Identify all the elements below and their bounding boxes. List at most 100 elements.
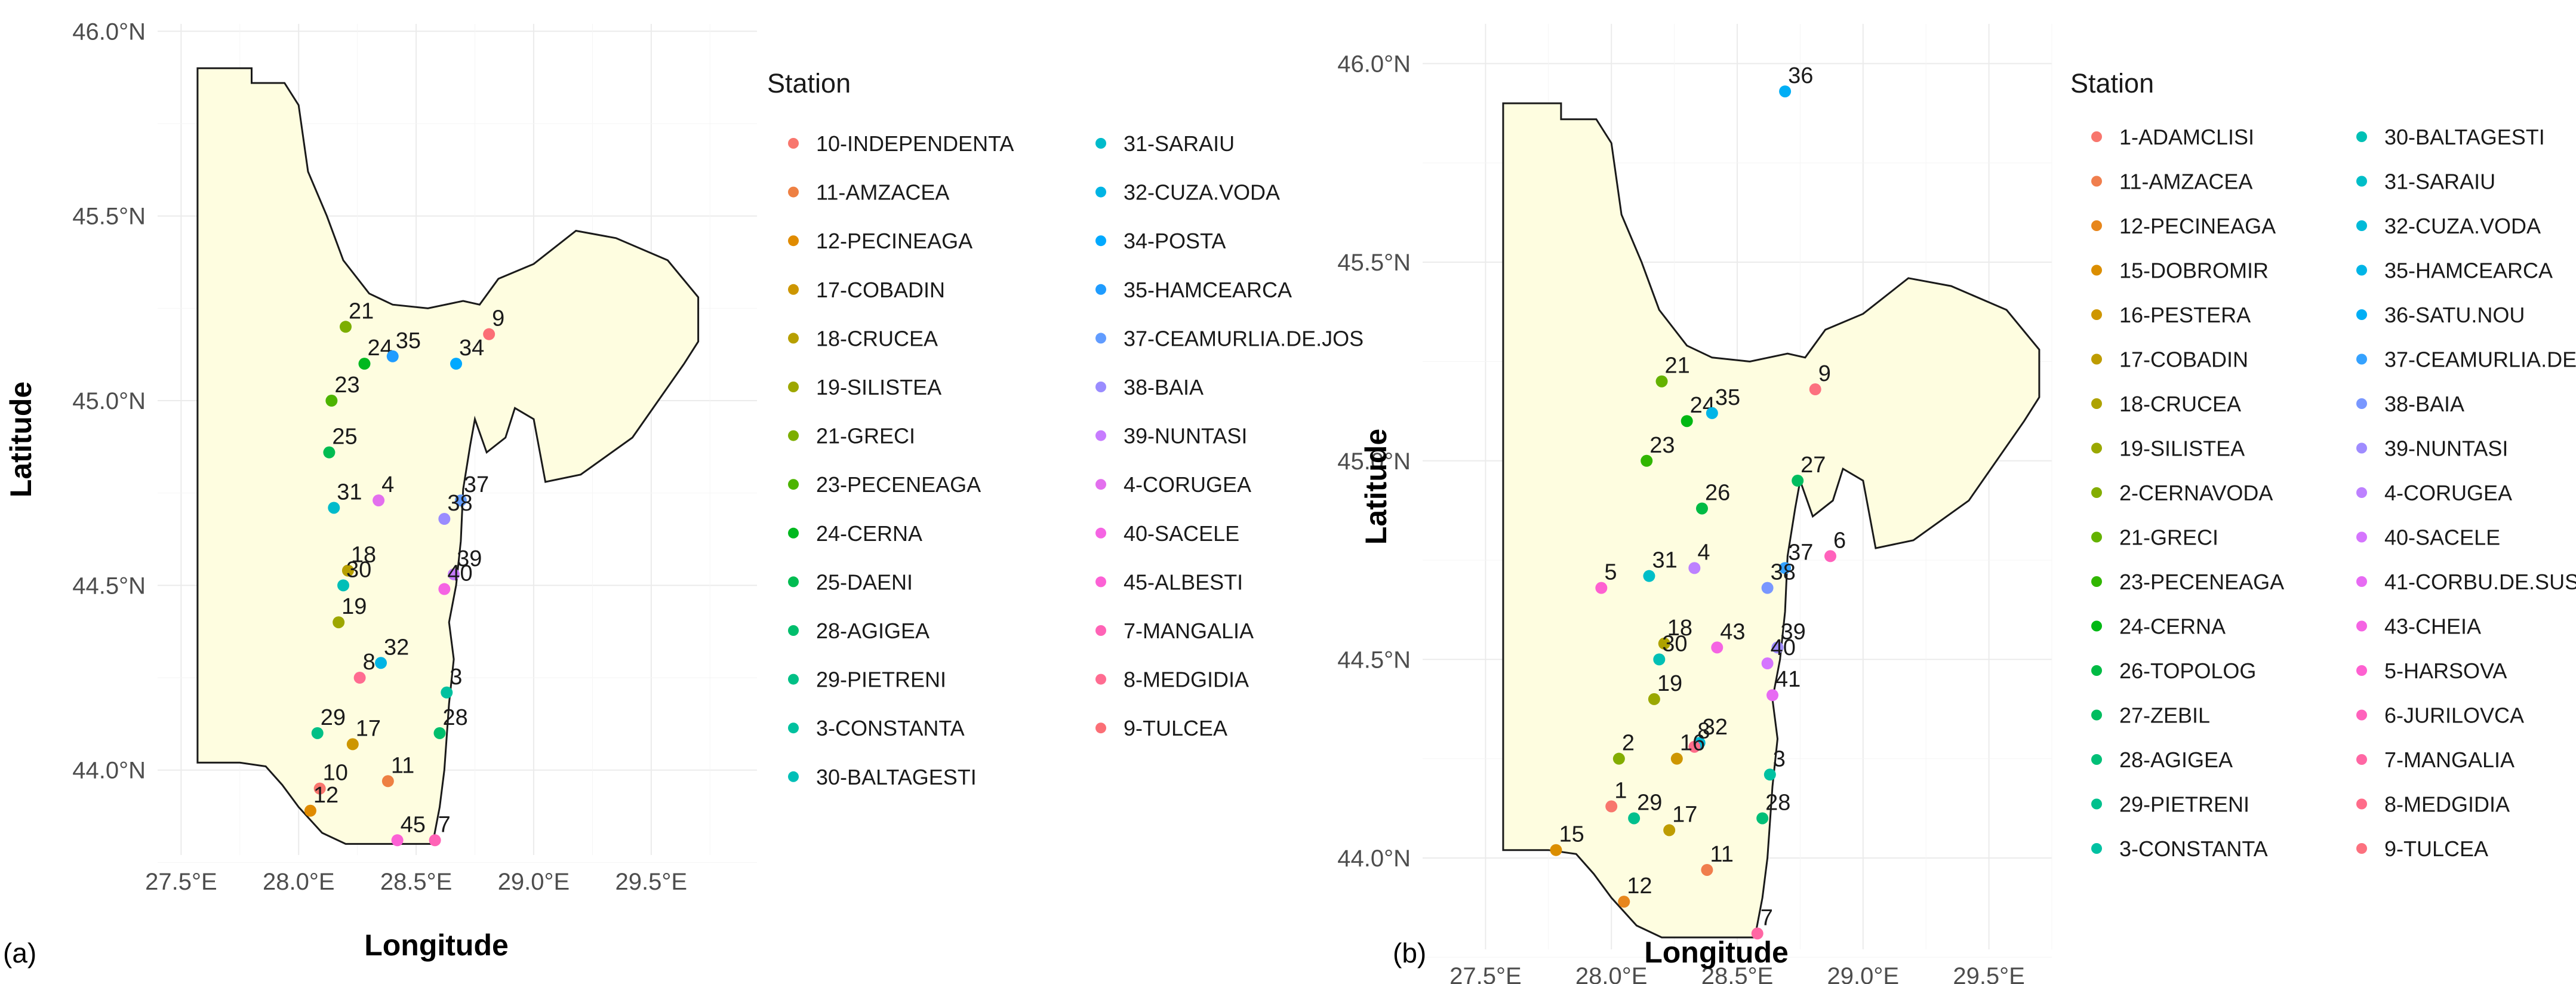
legend-title: Station	[2070, 68, 2154, 99]
legend-key	[2356, 265, 2367, 276]
legend-label: 29-PIETRENI	[2119, 792, 2249, 817]
legend-label: 30-BALTAGESTI	[2384, 125, 2545, 149]
y-tick-label: 44.5°N	[1337, 647, 1411, 673]
y-tick-label: 44.0°N	[1337, 845, 1411, 872]
station-point-18	[1658, 637, 1670, 650]
station-point-32	[375, 657, 387, 669]
legend-label: 8-MEDGIDIA	[2384, 792, 2510, 817]
legend-label: 15-DOBROMIR	[2119, 259, 2269, 283]
station-point-19	[333, 616, 345, 629]
legend-key	[2356, 531, 2367, 543]
station-label-25: 25	[332, 425, 357, 450]
legend-key	[788, 235, 799, 247]
legend-key	[788, 576, 799, 588]
legend-title: Station	[767, 68, 851, 99]
station-label-17: 17	[1672, 802, 1697, 827]
legend-label: 25-DAENI	[816, 570, 913, 594]
legend-label: 3-CONSTANTA	[816, 716, 965, 740]
legend-label: 21-GRECI	[2119, 525, 2218, 550]
station-point-19	[1648, 693, 1660, 705]
legend-label: 23-PECENEAGA	[816, 472, 981, 497]
station-point-28	[433, 727, 446, 739]
station-label-21: 21	[1665, 353, 1690, 379]
legend-key	[2091, 487, 2102, 498]
station-point-29	[311, 727, 324, 739]
station-label-7: 7	[438, 812, 451, 837]
station-label-10: 10	[323, 761, 348, 786]
legend-key	[2356, 665, 2367, 676]
legend-label: 8-MEDGIDIA	[1124, 668, 1249, 692]
legend-key	[1095, 527, 1106, 539]
legend-label: 12-PECINEAGA	[816, 229, 972, 253]
legend-key	[788, 284, 799, 295]
legend-label: 30-BALTAGESTI	[816, 765, 977, 789]
x-axis-title: Longitude	[1644, 936, 1789, 969]
legend-label: 26-TOPOLOG	[2119, 659, 2256, 683]
y-tick-label: 46.0°N	[1337, 51, 1411, 78]
station-label-26: 26	[1705, 481, 1730, 506]
station-point-15	[1550, 844, 1562, 856]
legend-label: 17-COBADIN	[816, 278, 945, 302]
legend-label: 39-NUNTASI	[1124, 424, 1247, 448]
station-label-32: 32	[1703, 715, 1728, 740]
station-label-35: 35	[1715, 385, 1740, 410]
legend-label: 34-POSTA	[1124, 229, 1226, 253]
station-point-30	[1653, 653, 1666, 666]
station-label-8: 8	[1697, 719, 1710, 744]
legend-label: 12-PECINEAGA	[2119, 214, 2276, 238]
station-label-34: 34	[459, 336, 484, 361]
y-tick-label: 45.0°N	[72, 388, 146, 414]
legend-label: 38-BAIA	[2384, 392, 2464, 416]
station-point-38	[438, 513, 451, 525]
legend-key	[2356, 576, 2367, 587]
panel-tag: (a)	[3, 937, 36, 968]
station-point-40	[438, 583, 451, 595]
x-tick-label: 29.5°E	[1953, 963, 2025, 984]
legend-key	[1095, 479, 1106, 490]
legend-label: 9-TULCEA	[2384, 837, 2488, 861]
station-point-17	[346, 738, 359, 751]
station-label-3: 3	[450, 665, 462, 690]
legend-key	[788, 674, 799, 685]
x-tick-label: 28.0°E	[1575, 963, 1648, 984]
legend-key	[2356, 309, 2367, 320]
legend-label: 39-NUNTASI	[2384, 436, 2508, 461]
station-label-30: 30	[346, 557, 371, 582]
station-point-35	[386, 350, 399, 362]
y-tick-label: 45.0°N	[1337, 448, 1411, 475]
legend-key	[1095, 430, 1106, 441]
legend-key	[2356, 131, 2367, 142]
station-label-37: 37	[1788, 540, 1813, 565]
y-tick-label: 45.5°N	[72, 204, 146, 230]
y-tick-label: 44.0°N	[72, 758, 146, 784]
station-point-39	[1771, 641, 1784, 654]
station-label-40: 40	[447, 561, 472, 586]
legend-key	[1095, 186, 1106, 198]
x-tick-label: 27.5°E	[1449, 963, 1522, 984]
legend-label: 1-ADAMCLISI	[2119, 125, 2254, 149]
legend-key	[2091, 442, 2102, 454]
station-point-37	[1779, 562, 1792, 574]
station-point-39	[448, 568, 460, 580]
station-point-37	[454, 494, 467, 507]
legend-key	[2091, 576, 2102, 587]
legend-label: 9-TULCEA	[1124, 716, 1227, 740]
station-point-7	[1751, 927, 1764, 940]
station-point-12	[1618, 896, 1630, 908]
station-label-2: 2	[1622, 731, 1635, 756]
station-label-5: 5	[1604, 560, 1617, 585]
panel-tag: (b)	[1393, 937, 1426, 968]
legend-key	[788, 771, 799, 782]
x-tick-label: 28.0°E	[263, 869, 335, 895]
legend-label: 36-SATU.NOU	[2384, 303, 2525, 327]
legend-label: 38-BAIA	[1124, 375, 1204, 399]
legend-key	[2356, 442, 2367, 454]
station-label-9: 9	[1818, 361, 1831, 386]
legend-label: 6-JURILOVCA	[2384, 703, 2524, 728]
station-label-23: 23	[1649, 433, 1675, 458]
legend-key	[788, 382, 799, 392]
legend-key	[788, 138, 799, 149]
station-point-41	[1766, 689, 1779, 702]
legend-label: 23-PECENEAGA	[2119, 570, 2284, 594]
legend-key	[2091, 843, 2102, 854]
